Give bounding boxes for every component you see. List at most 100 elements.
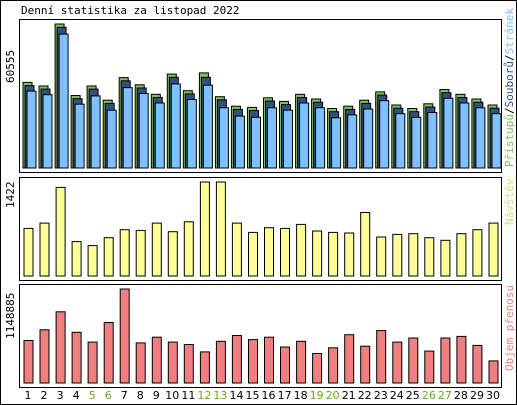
traffic-bar [376, 330, 387, 384]
visits-bar [488, 222, 499, 277]
traffic-bar [408, 337, 419, 384]
traffic-bar [296, 340, 307, 384]
pages-bar [331, 117, 342, 169]
pages-bar [379, 100, 390, 169]
visits-chart [23, 181, 499, 277]
visits-bar [408, 233, 419, 277]
traffic-bar [151, 336, 162, 384]
day-tick-label: 22 [358, 389, 372, 402]
traffic-bar [424, 350, 435, 384]
day-tick-label: 2 [41, 389, 48, 402]
traffic-bar [312, 353, 323, 384]
day-tick-label: 12 [197, 389, 211, 402]
day-tick-label: 23 [374, 389, 388, 402]
visits-bar [103, 237, 114, 277]
traffic-bar [103, 322, 114, 384]
day-tick-label: 6 [105, 389, 112, 402]
visits-bar [135, 229, 146, 277]
visits-bar [87, 245, 98, 277]
visits-bar [183, 221, 194, 277]
pages-bar [218, 107, 229, 169]
traffic-bar [456, 335, 467, 384]
traffic-bar [328, 347, 339, 384]
traffic-bar [360, 345, 371, 384]
day-tick-label: 15 [246, 389, 260, 402]
pages-bar [154, 102, 165, 169]
visits-bar [248, 231, 258, 277]
visits-bar [215, 181, 226, 277]
traffic-bar [472, 344, 483, 384]
day-tick-label: 16 [262, 389, 276, 402]
pages-bar [170, 83, 181, 169]
day-tick-label: 20 [326, 389, 340, 402]
day-tick-label: 5 [89, 389, 96, 402]
visits-bar [119, 229, 130, 277]
pages-bar [74, 103, 85, 169]
traffic-bar [344, 334, 355, 384]
day-tick-label: 24 [390, 389, 404, 402]
visits-bar [39, 222, 50, 277]
pages-bar [427, 112, 438, 169]
pages-bar [283, 109, 293, 169]
pages-bar [186, 99, 197, 169]
day-tick-label: 27 [438, 389, 452, 402]
pages-bar [26, 90, 37, 169]
visits-panel [19, 177, 502, 281]
pages-bar [122, 87, 133, 169]
pages-bar [347, 114, 358, 169]
traffic-panel [19, 284, 502, 388]
visits-bar [264, 227, 274, 277]
traffic-bar [71, 331, 82, 384]
day-tick-label: 26 [422, 389, 436, 402]
traffic-bar [488, 360, 499, 384]
visits-bar [376, 236, 387, 277]
pages-bar [234, 115, 245, 169]
pages-bar [363, 108, 374, 169]
pages-bar [202, 84, 213, 169]
pages-bar [491, 113, 502, 169]
day-tick-label: 30 [486, 389, 500, 402]
day-tick-label: 7 [121, 389, 128, 402]
pages-bar [106, 109, 117, 169]
visits-bar [23, 227, 34, 277]
pages-bar [299, 102, 310, 169]
traffic-bar [248, 339, 258, 384]
day-tick-label: 28 [454, 389, 468, 402]
traffic-bar [215, 340, 226, 384]
visits-bar [296, 223, 307, 277]
traffic-bar [183, 344, 194, 384]
traffic-bar [39, 329, 50, 384]
day-tick-label: 21 [342, 389, 356, 402]
traffic-bar [231, 335, 242, 384]
day-tick-label: 10 [165, 389, 179, 402]
visits-bar [472, 229, 483, 277]
traffic-bar [135, 342, 146, 384]
pages-bar [395, 113, 406, 169]
traffic-bar [167, 341, 178, 384]
traffic-bar [55, 311, 66, 384]
visits-bar [392, 233, 403, 277]
traffic-bar [392, 341, 403, 384]
traffic-bar [119, 288, 130, 384]
day-tick-label: 19 [310, 389, 324, 402]
visits-bar [167, 231, 178, 277]
day-tick-label: 14 [230, 389, 244, 402]
pages-bar [459, 102, 470, 169]
day-tick-label: 4 [73, 389, 80, 402]
hits-files-pages-panel [19, 19, 502, 173]
day-tick-label: 1 [25, 389, 32, 402]
visits-bar [199, 181, 210, 277]
pages-bar [251, 116, 261, 169]
pages-bar [90, 95, 101, 169]
visits-bar [328, 231, 339, 277]
traffic-chart [23, 288, 499, 384]
day-tick-label: 18 [294, 389, 308, 402]
pages-bar [475, 107, 486, 169]
visits-bar [151, 222, 162, 277]
day-tick-label: 13 [213, 389, 227, 402]
pages-bar [443, 97, 454, 169]
traffic-bar [199, 351, 210, 384]
pages-bar [267, 107, 277, 169]
